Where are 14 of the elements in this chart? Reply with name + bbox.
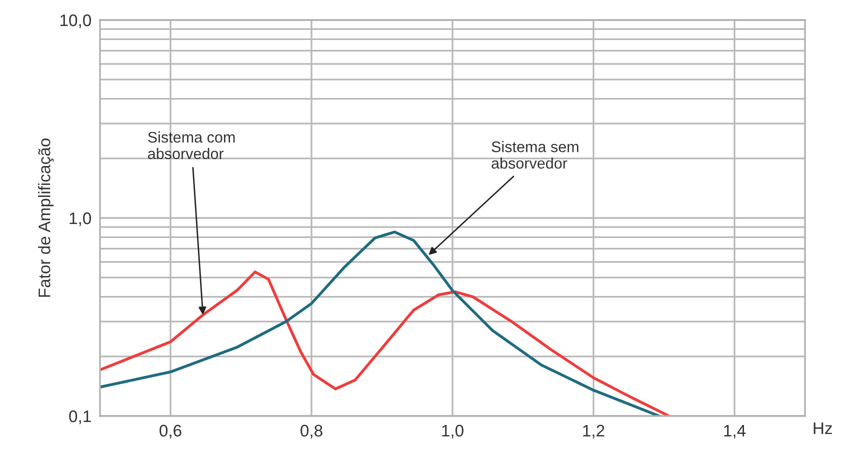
annotation: Sistema com absorvedor	[148, 131, 235, 160]
line-series	[100, 230, 660, 416]
x-axis-title: Hz	[814, 422, 832, 434]
x-tick-label: 1,2	[583, 424, 604, 439]
x-tick-label: 1,4	[724, 424, 746, 439]
y-tick-label: 10,0	[60, 14, 92, 28]
line-series	[100, 270, 670, 416]
x-tick-label: 0,6	[160, 424, 182, 439]
y-tick-label: 0,1	[69, 410, 91, 424]
y-axis-title: Fator de Amplificação	[38, 138, 54, 297]
annotation: Sistema sem absorvedor	[492, 141, 578, 169]
x-tick-label: 1,0	[442, 424, 464, 439]
y-tick-label: 1,0	[70, 212, 92, 226]
x-tick-label: 0,8	[300, 424, 322, 439]
